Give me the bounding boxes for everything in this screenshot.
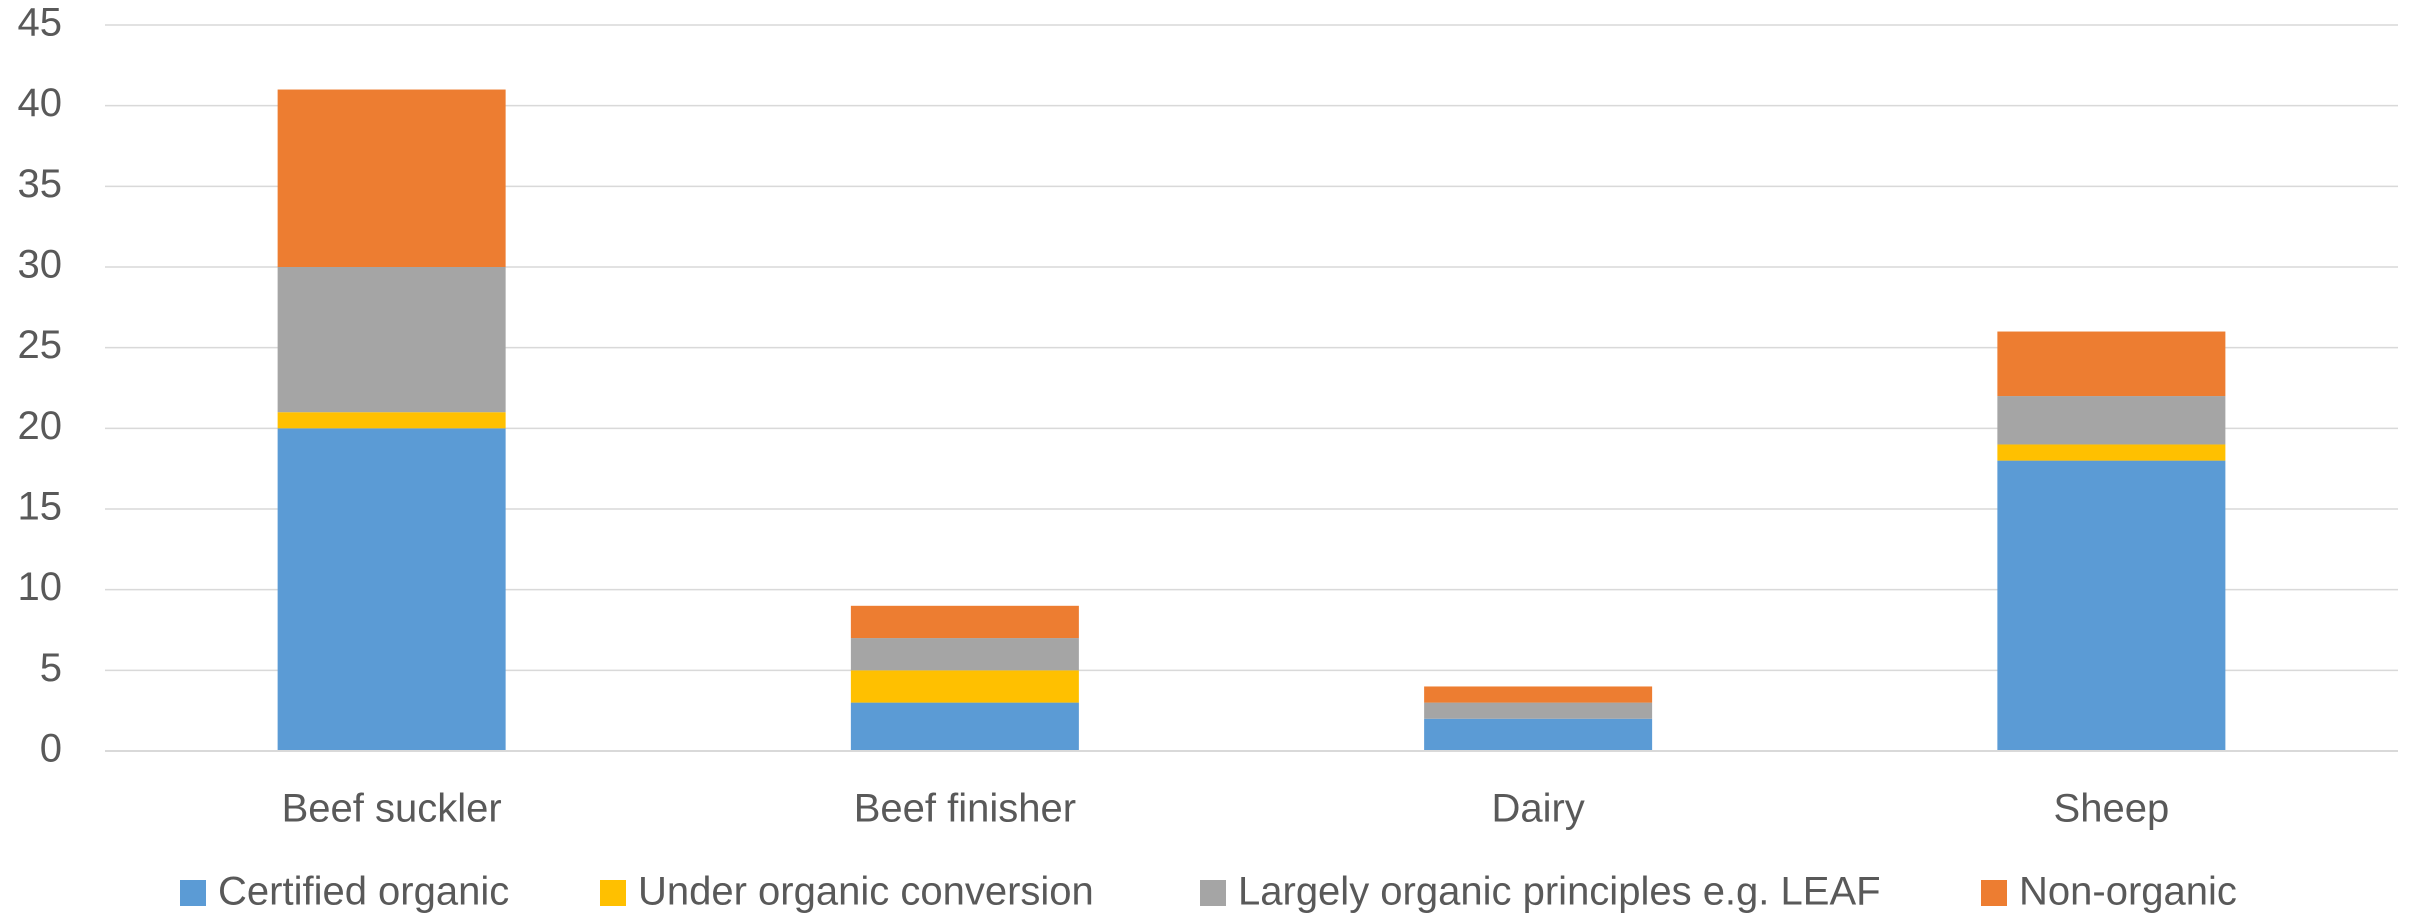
- y-tick-label: 40: [18, 81, 63, 125]
- legend-swatch: [1981, 880, 2007, 906]
- legend-label: Non-organic: [2019, 870, 2237, 914]
- x-tick-label: Dairy: [1491, 787, 1584, 831]
- y-tick-label: 35: [18, 162, 63, 206]
- y-tick-label: 5: [40, 646, 62, 690]
- bar-segment: [1997, 460, 2226, 751]
- bar-segment: [1997, 444, 2226, 461]
- legend-label: Certified organic: [218, 870, 509, 914]
- bar-segment: [850, 702, 1079, 751]
- legend-label: Largely organic principles e.g. LEAF: [1238, 870, 1881, 914]
- legend-swatch: [600, 880, 626, 906]
- x-tick-label: Beef suckler: [282, 787, 502, 831]
- x-tick-label: Beef finisher: [854, 787, 1076, 831]
- bar-segment: [850, 670, 1079, 703]
- x-tick-label: Sheep: [2054, 787, 2170, 831]
- bar-segment: [1424, 718, 1653, 751]
- bar-segment: [1997, 331, 2226, 397]
- y-tick-label: 45: [18, 1, 63, 45]
- bar-segment: [277, 89, 506, 268]
- bar-segment: [1997, 396, 2226, 445]
- y-tick-label: 0: [40, 727, 62, 771]
- legend-swatch: [180, 880, 206, 906]
- bar-segment: [1424, 686, 1653, 703]
- legend-swatch: [1200, 880, 1226, 906]
- bar-segment: [277, 267, 506, 413]
- y-tick-label: 25: [18, 323, 63, 367]
- bar-segment: [850, 605, 1079, 639]
- bar-segment: [850, 638, 1079, 671]
- bar-segment: [277, 428, 506, 751]
- legend-label: Under organic conversion: [638, 870, 1094, 914]
- y-tick-label: 15: [18, 485, 63, 529]
- y-tick-label: 30: [18, 243, 63, 287]
- bar-segment: [277, 412, 506, 429]
- y-tick-label: 10: [18, 565, 63, 609]
- y-tick-label: 20: [18, 404, 63, 448]
- bar-segment: [1424, 702, 1653, 719]
